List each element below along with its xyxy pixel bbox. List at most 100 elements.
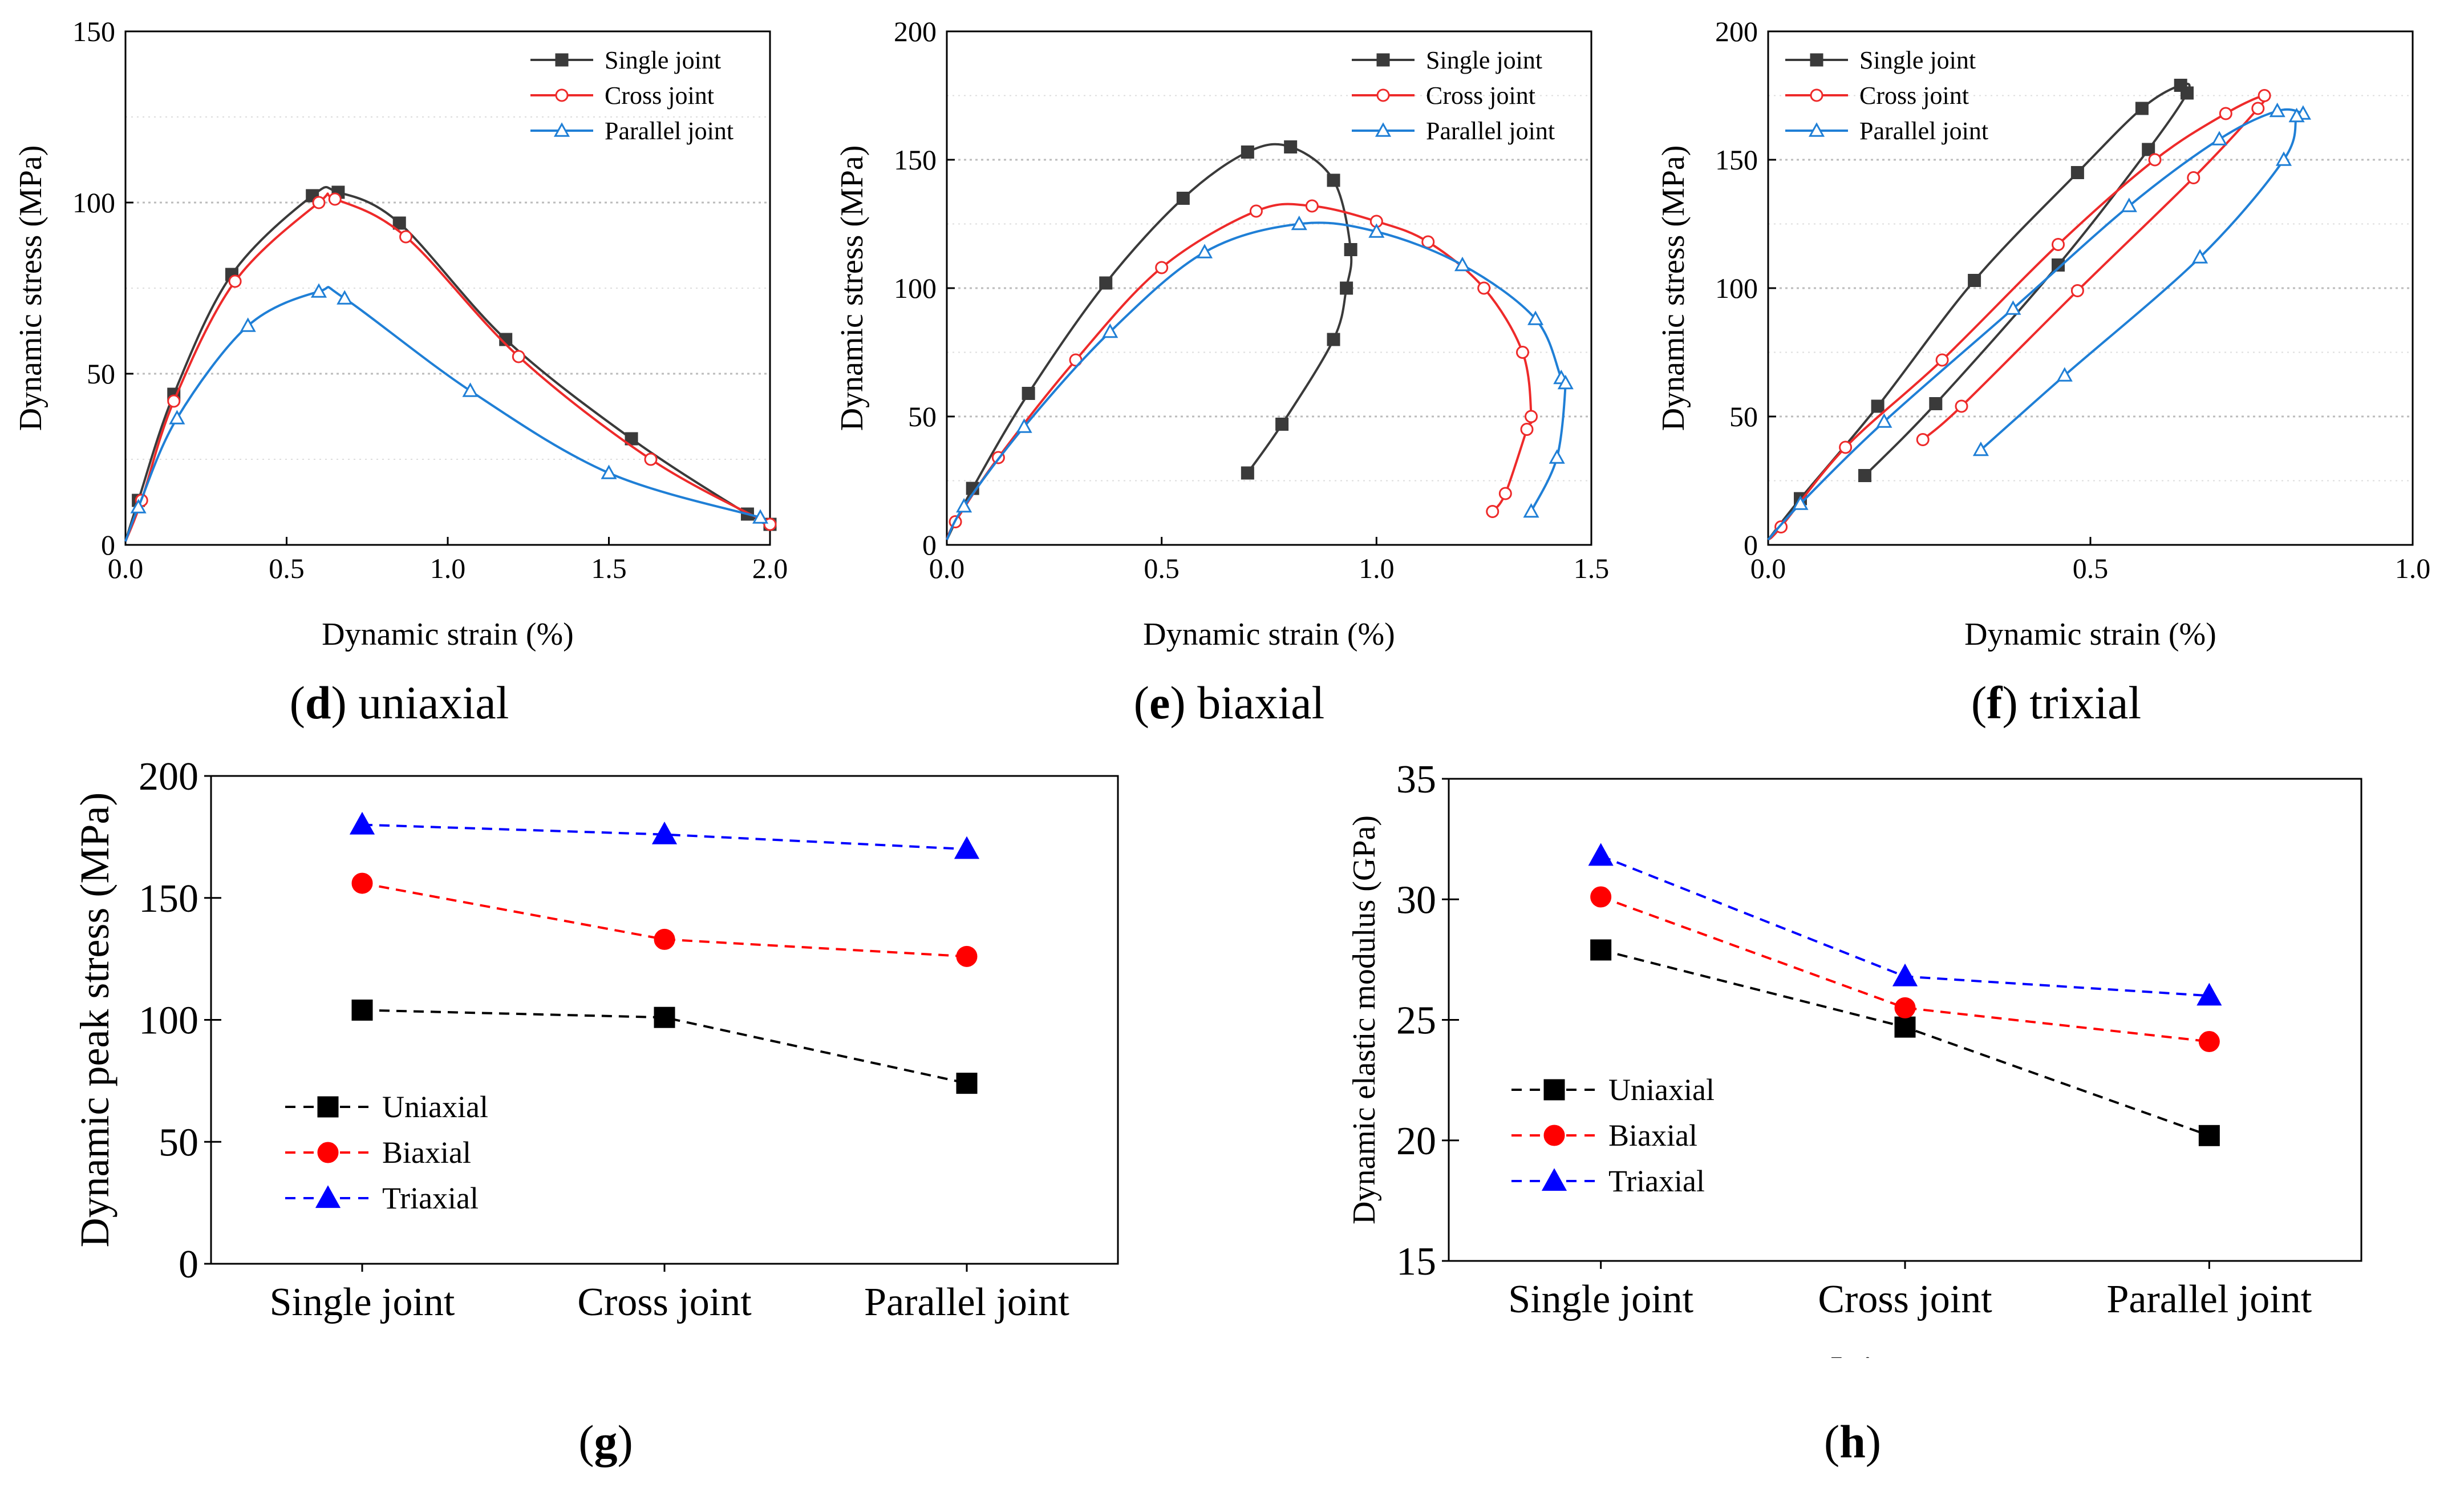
- y-tick-label: 150: [139, 877, 198, 921]
- data-point: [1099, 276, 1113, 290]
- y-tick-label: 100: [72, 187, 115, 219]
- data-point: [2181, 86, 2194, 100]
- y-axis-label: Dynamic stress (MPa): [1656, 145, 1691, 431]
- data-point: [1774, 520, 1788, 533]
- legend-label: Parallel joint: [1426, 117, 1555, 145]
- data-point: [349, 811, 375, 835]
- data-point: [2070, 166, 2084, 179]
- y-tick-label: 50: [908, 401, 937, 432]
- y-axis-label: Dynamic peak stress (MPa): [72, 792, 117, 1248]
- data-point: [2148, 153, 2162, 167]
- series-line-cross-joint: [1767, 94, 2270, 541]
- data-point: [1527, 310, 1544, 325]
- y-tick-label: 0: [1744, 529, 1758, 561]
- data-point: [1858, 469, 1871, 482]
- legend-label: Cross joint: [1859, 82, 1969, 110]
- data-point: [1477, 281, 1491, 295]
- caption-f: (f) trixial: [1971, 677, 2142, 729]
- x-tick-label: 2.0: [752, 552, 788, 584]
- legend-marker: [1375, 122, 1392, 137]
- series-line-biaxial: [1600, 896, 2210, 1043]
- data-point: [2258, 89, 2271, 102]
- series-line-single-joint: [124, 186, 771, 542]
- data-point: [2275, 151, 2292, 166]
- data-point: [1935, 353, 1949, 367]
- legend-label: Cross joint: [605, 82, 714, 110]
- x-tick-label: 0.5: [269, 552, 305, 584]
- data-point: [351, 872, 373, 894]
- data-point: [1590, 939, 1612, 961]
- data-point: [2056, 367, 2073, 382]
- data-point: [1284, 140, 1298, 153]
- x-tick-label: 0.5: [1144, 552, 1180, 584]
- y-tick-label: 25: [1396, 999, 1436, 1043]
- y-tick-label: 35: [1396, 758, 1436, 802]
- x-tick-label: Single joint: [1508, 1277, 1693, 1321]
- data-point: [1155, 261, 1169, 274]
- data-point: [2251, 102, 2265, 115]
- data-point: [1968, 274, 1981, 287]
- data-point: [1022, 387, 1035, 400]
- chart-f-triaxial: 0.0 0.5 1.0 0 50 100 150 200 Dynamic strain (%) D…: [1656, 15, 2430, 652]
- data-point: [169, 410, 185, 424]
- data-point: [1515, 346, 1529, 359]
- legend-marker: [1810, 88, 1823, 102]
- data-point: [2196, 982, 2222, 1006]
- y-tick-label: 100: [139, 999, 198, 1043]
- y-tick-label: 15: [1396, 1240, 1436, 1284]
- data-point: [1241, 145, 1254, 159]
- data-point: [392, 216, 406, 230]
- chart-g-peak-stress: 0 50 100 150 200 Single joint Cross joint Paral…: [72, 755, 1119, 1358]
- series-line-parallel-joint: [946, 221, 1567, 540]
- legend-label: Biaxial: [382, 1135, 471, 1170]
- data-point: [1176, 192, 1190, 205]
- data-point: [1327, 173, 1340, 187]
- x-axis-label: Dynamic strain (%): [1143, 617, 1395, 652]
- data-point: [956, 945, 978, 967]
- y-axis-label: Dynamic stress (MPa): [13, 145, 48, 431]
- y-tick-label: 200: [139, 755, 198, 799]
- data-point: [2135, 102, 2149, 115]
- legend-label: Biaxial: [1608, 1118, 1697, 1153]
- data-point: [328, 192, 342, 206]
- y-tick-label: 0: [101, 529, 115, 561]
- y-tick-label: 20: [1396, 1119, 1436, 1163]
- data-point: [2211, 131, 2228, 145]
- data-point: [1525, 410, 1538, 423]
- data-point: [1249, 204, 1263, 218]
- data-point: [1327, 333, 1340, 346]
- data-point: [351, 999, 373, 1021]
- data-point: [1892, 963, 1918, 986]
- data-point: [1590, 886, 1612, 908]
- data-point: [1340, 281, 1353, 295]
- x-axis-label: Joint type: [586, 1352, 743, 1358]
- data-point: [462, 382, 479, 397]
- data-point: [2005, 300, 2021, 315]
- data-point: [1520, 423, 1534, 436]
- x-tick-label: Parallel joint: [2107, 1277, 2312, 1321]
- y-tick-label: 200: [1715, 15, 1758, 47]
- chart-h-elastic-modulus: 15 20 25 30 35 Single joint Cross joint Paralle…: [1347, 758, 2362, 1358]
- data-point: [1871, 399, 1885, 413]
- x-tick-label: 1.5: [1574, 552, 1610, 584]
- y-tick-label: 0: [922, 529, 937, 561]
- series-line-cross-joint: [124, 192, 771, 542]
- legend-marker: [555, 88, 569, 102]
- data-point: [337, 290, 353, 305]
- legend-label: Single joint: [1426, 46, 1542, 74]
- x-tick-label: Cross joint: [1818, 1277, 1992, 1321]
- x-axis-label: Dynamic strain (%): [322, 617, 574, 652]
- y-axis-label: Dynamic stress (MPa): [834, 145, 870, 431]
- legend-label: Parallel joint: [605, 117, 733, 145]
- x-tick-label: 0.0: [1750, 552, 1786, 584]
- legend-marker: [1376, 53, 1390, 67]
- data-point: [240, 317, 256, 332]
- y-tick-label: 150: [72, 15, 115, 47]
- y-tick-label: 30: [1396, 878, 1436, 922]
- x-axis-label: Dynamic strain (%): [1964, 617, 2216, 652]
- data-point: [956, 1073, 978, 1094]
- x-tick-label: 0.5: [2073, 552, 2109, 584]
- legend-label: Parallel joint: [1859, 117, 1988, 145]
- chart-e-biaxial: 0.0 0.5 1.0 1.5 0 50 100 150 200 Dynamic strain (…: [834, 15, 1610, 652]
